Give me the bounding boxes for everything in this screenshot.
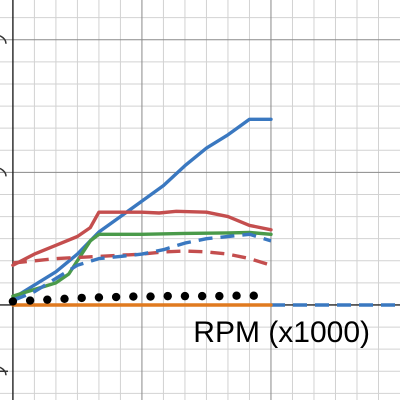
x-axis-label: RPM (x1000) <box>193 316 370 349</box>
data-point <box>215 291 224 301</box>
data-point <box>129 292 138 301</box>
data-point <box>180 291 190 301</box>
data-point <box>197 291 207 301</box>
series-line-5 <box>12 232 272 303</box>
data-point <box>25 296 35 305</box>
series-line-3 <box>11 230 273 298</box>
data-point <box>94 293 104 302</box>
series-line-2 <box>11 209 273 267</box>
data-point <box>249 291 258 300</box>
data-point <box>60 294 69 303</box>
data-point <box>232 291 241 300</box>
left-edge-marks <box>0 35 8 376</box>
data-point <box>163 291 172 301</box>
data-point <box>77 293 86 303</box>
series-line-1 <box>11 117 273 300</box>
series-layer <box>8 117 400 307</box>
edge-tick-mark <box>0 35 7 44</box>
series-line-4 <box>12 249 272 267</box>
data-point <box>8 297 18 306</box>
data-point <box>146 292 155 301</box>
data-point <box>43 295 52 304</box>
edge-tick-mark <box>0 167 7 177</box>
data-point <box>111 292 121 302</box>
